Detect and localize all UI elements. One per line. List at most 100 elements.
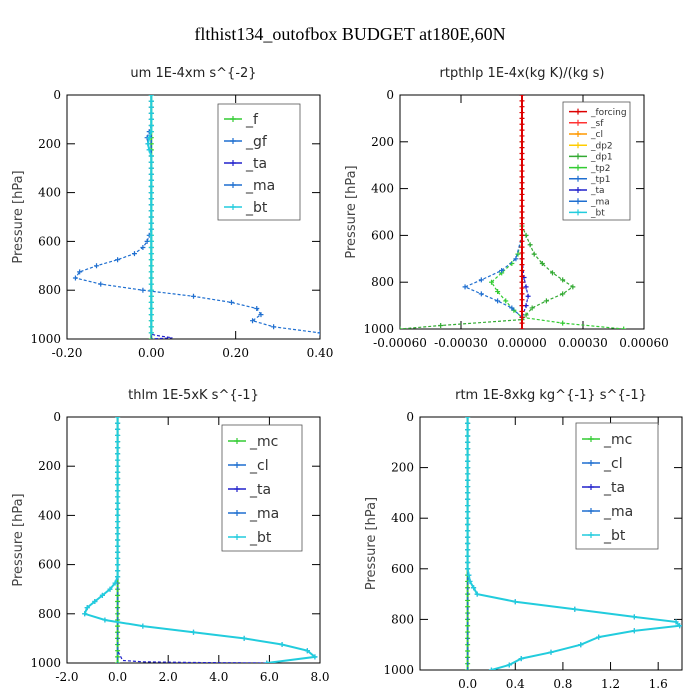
y-tick-label: 400 — [38, 186, 61, 200]
data-point — [519, 133, 525, 139]
data-point — [92, 599, 98, 604]
legend-marker — [575, 175, 581, 182]
y-tick-label: 0 — [406, 410, 414, 424]
data-point — [84, 605, 90, 611]
legend-marker — [575, 164, 581, 171]
data-point — [466, 572, 472, 578]
y-axis-label: Pressure [hPa] — [11, 170, 26, 263]
data-point — [148, 129, 154, 135]
legend-entry: _ma — [249, 506, 279, 522]
data-point — [465, 553, 471, 559]
data-point — [465, 496, 471, 502]
panel-title: rtpthlp 1E-4x(kg K)/(kg s) — [440, 66, 605, 81]
x-tick-label: 0.0 — [458, 677, 477, 691]
y-tick-label: 600 — [391, 562, 414, 576]
data-point — [148, 98, 154, 104]
data-point — [465, 417, 471, 420]
data-point — [148, 306, 154, 311]
data-point — [115, 420, 121, 426]
y-tick-label: 800 — [371, 275, 394, 289]
data-point — [519, 98, 525, 104]
legend-marker — [575, 119, 581, 126]
data-point — [115, 500, 121, 506]
data-point — [523, 312, 529, 318]
data-point — [264, 660, 270, 663]
data-point — [115, 549, 121, 555]
legend-marker — [588, 532, 594, 538]
data-point — [519, 156, 525, 162]
data-point — [148, 190, 154, 196]
x-tick-label: 0.0 — [108, 670, 127, 684]
data-point — [148, 281, 154, 287]
data-point — [438, 322, 444, 328]
data-point — [465, 541, 471, 546]
x-tick-label: -0.20 — [52, 346, 83, 360]
data-point — [148, 257, 154, 263]
panel-rtpthlp: rtpthlp 1E-4x(kg K)/(kg s) Pressure [hPa]… — [344, 66, 669, 350]
y-tick-label: 1000 — [383, 663, 414, 677]
panel-thlm: thlm 1E-5xK s^{-1} Pressure [hPa] -2.0 0.0 2… — [11, 388, 330, 684]
data-point — [115, 457, 121, 463]
data-point — [495, 298, 501, 304]
data-point — [550, 270, 555, 276]
y-tick-label: 600 — [38, 234, 61, 248]
legend-entry: _ma — [245, 178, 275, 194]
data-point — [471, 585, 477, 591]
data-point — [115, 257, 121, 263]
legend-box — [562, 101, 631, 221]
legend-marker — [575, 142, 581, 149]
legend-entry: _dp2 — [590, 141, 613, 151]
data-point — [519, 151, 525, 156]
data-point — [560, 291, 566, 297]
data-point — [115, 525, 121, 531]
data-point — [115, 463, 121, 469]
series-line-bt — [146, 95, 153, 333]
data-point — [462, 284, 468, 290]
data-point — [465, 471, 471, 477]
data-point — [529, 305, 535, 311]
data-point — [560, 277, 566, 283]
x-tick-label: 0.4 — [506, 677, 525, 691]
legend-marker — [588, 484, 594, 490]
data-point — [474, 591, 480, 597]
data-point — [98, 281, 104, 287]
data-point — [400, 326, 403, 329]
x-tick-label: 0.00060 — [619, 336, 669, 350]
legend-entry: _bt — [590, 209, 605, 219]
x-tick-label: 0.00030 — [558, 336, 608, 350]
data-point — [191, 629, 196, 635]
data-point — [465, 528, 471, 534]
data-point — [115, 506, 121, 512]
data-point — [258, 312, 264, 318]
series-group — [82, 417, 318, 663]
y-tick-label: 600 — [371, 228, 394, 242]
data-point — [115, 568, 121, 574]
data-point — [570, 284, 576, 290]
data-point — [102, 617, 108, 623]
x-tick-label: 4.0 — [209, 670, 228, 684]
data-point — [519, 139, 525, 145]
x-tick-label: 0.00 — [138, 346, 165, 360]
data-point — [115, 432, 121, 438]
data-point — [527, 242, 533, 248]
data-point — [191, 293, 196, 299]
data-point — [115, 426, 121, 432]
x-tick-label: 0.20 — [222, 346, 249, 360]
legend-marker — [575, 187, 581, 193]
data-point — [140, 245, 146, 250]
panel-title: rtm 1E-8xkg kg^{-1} s^{-1} — [455, 388, 647, 403]
data-point — [523, 284, 529, 290]
data-point — [621, 326, 627, 329]
data-point — [140, 623, 146, 629]
data-point — [631, 628, 637, 634]
plot-frame — [66, 94, 321, 340]
x-tick-label: 8.0 — [310, 670, 329, 684]
data-point — [148, 263, 154, 269]
y-tick-label: 800 — [38, 607, 61, 621]
panel-rtm: rtm 1E-8xkg kg^{-1} s^{-1} Pressure [hPa]… — [364, 388, 683, 691]
data-point — [148, 153, 154, 159]
data-point — [115, 537, 121, 543]
legend-entry: _ma — [590, 197, 610, 207]
data-point — [148, 238, 154, 244]
